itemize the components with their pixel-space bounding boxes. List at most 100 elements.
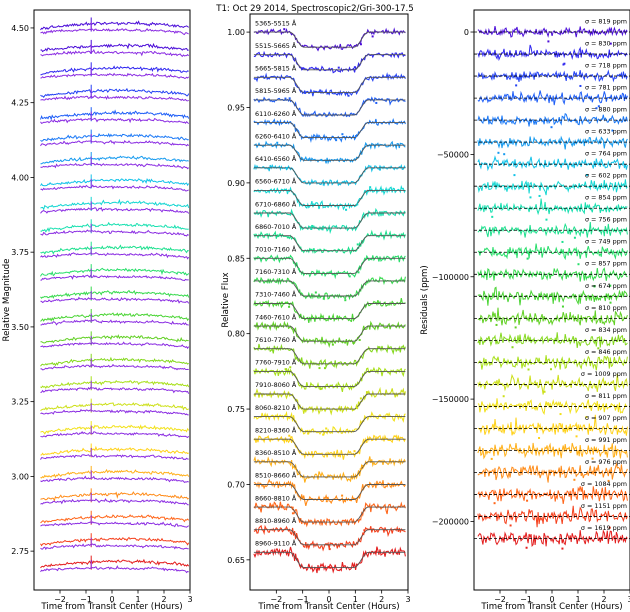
target-light-curve bbox=[40, 65, 189, 76]
sigma-label: σ = 674 ppm bbox=[585, 282, 627, 290]
comparison-light-curve bbox=[40, 408, 189, 416]
flux-outlier-point bbox=[359, 397, 362, 400]
sigma-label: σ = 880 ppm bbox=[585, 106, 627, 114]
residual-outlier-point bbox=[611, 129, 614, 132]
residual-outlier-point bbox=[491, 215, 494, 218]
residual-outlier-point bbox=[547, 40, 550, 43]
residual-outlier-point bbox=[543, 390, 546, 393]
sigma-label: σ = 602 ppm bbox=[585, 172, 627, 180]
wavelength-bin-label: 7760-7910 Å bbox=[255, 358, 297, 367]
residual-series bbox=[477, 267, 628, 282]
flux-outlier-point bbox=[314, 291, 317, 294]
residual-outlier-point bbox=[490, 457, 493, 460]
flux-data-series bbox=[253, 229, 406, 255]
wavelength-bin-label: 8060-8210 Å bbox=[255, 403, 297, 412]
wavelength-bin-label: 6260-6410 Å bbox=[255, 131, 297, 140]
flux-data-series bbox=[253, 185, 406, 211]
left-xlabel: Time from Transit Center (Hours) bbox=[40, 602, 182, 612]
target-light-curve bbox=[40, 289, 190, 299]
residual-outlier-point bbox=[509, 524, 512, 527]
target-light-curve bbox=[40, 514, 190, 524]
middle-axis-ticks: −2 −1 0 1 2 3 0.65 0.70 0.75 0.80 0.85 0.90 0.95 1.00 bbox=[227, 28, 410, 604]
middle-xtick-label: 1 bbox=[353, 595, 358, 604]
left-axis-ticks: −2 −1 0 1 2 3 2.75 3.00 3.25 3.50 3.75 4.00 4.25 4.50 bbox=[11, 24, 192, 604]
transit-model-line bbox=[253, 99, 406, 116]
right-xtick-label: 1 bbox=[575, 595, 580, 604]
right-xtick-label: −2 bbox=[494, 595, 506, 604]
middle-xtick-label: −2 bbox=[270, 595, 282, 604]
transit-model-line bbox=[253, 54, 406, 71]
residual-outlier-point bbox=[526, 257, 529, 260]
flux-outlier-point bbox=[375, 550, 378, 553]
wavelength-bin-label: 6860-7010 Å bbox=[255, 222, 297, 231]
middle-ytick-label: 0.80 bbox=[227, 330, 245, 339]
flux-outlier-point bbox=[321, 228, 324, 231]
comparison-light-curve bbox=[40, 363, 189, 371]
target-light-curve bbox=[40, 445, 189, 456]
residual-outlier-point bbox=[562, 63, 565, 66]
residual-series bbox=[477, 414, 628, 436]
sigma-label: σ = 991 ppm bbox=[585, 436, 627, 444]
target-light-curve bbox=[40, 198, 190, 211]
flux-outlier-point bbox=[291, 506, 294, 509]
flux-outlier-point bbox=[322, 183, 325, 186]
comparison-light-curve bbox=[40, 94, 189, 102]
target-light-curve bbox=[40, 221, 189, 233]
flux-outlier-point bbox=[337, 66, 340, 69]
comparison-light-curve bbox=[40, 139, 190, 147]
middle-ylabel: Relative Flux bbox=[221, 272, 231, 327]
flux-outlier-point bbox=[285, 301, 288, 304]
comparison-light-curve bbox=[40, 72, 190, 79]
residual-outlier-point bbox=[575, 435, 578, 438]
middle-xtick-label: 2 bbox=[379, 595, 384, 604]
flux-outlier-point bbox=[282, 506, 285, 509]
comparison-light-curve bbox=[40, 319, 189, 326]
flux-outlier-point bbox=[325, 427, 328, 430]
flux-outlier-point bbox=[341, 494, 344, 497]
panel-right: σ = 819 ppm σ = 830 ppm σ = 718 ppm σ = 781… bbox=[420, 9, 630, 612]
residual-series bbox=[477, 243, 628, 261]
residual-outlier-point bbox=[585, 174, 588, 177]
flux-outlier-point bbox=[355, 135, 358, 138]
residual-series bbox=[477, 179, 628, 196]
left-ytick-label: 3.25 bbox=[11, 398, 29, 407]
right-xtick-label: 0 bbox=[549, 595, 554, 604]
residual-series bbox=[477, 44, 628, 62]
residual-outlier-point bbox=[495, 323, 498, 326]
right-ytick-label: 0 bbox=[464, 28, 469, 37]
residual-outlier-point bbox=[573, 236, 576, 239]
residual-outlier-point bbox=[577, 263, 580, 266]
wavelength-bin-label: 8510-8660 Å bbox=[255, 471, 297, 480]
flux-outlier-point bbox=[326, 496, 329, 499]
residual-outlier-point bbox=[545, 218, 548, 221]
residual-outlier-point bbox=[493, 502, 496, 505]
residual-outlier-point bbox=[503, 153, 506, 156]
flux-outlier-point bbox=[378, 168, 381, 171]
transit-model-line bbox=[253, 257, 406, 274]
residual-series bbox=[477, 113, 628, 127]
flux-outlier-point bbox=[375, 101, 378, 104]
left-ytick-label: 2.75 bbox=[11, 547, 29, 556]
sigma-label: σ = 764 ppm bbox=[585, 150, 627, 158]
transit-model-line bbox=[253, 144, 406, 161]
target-light-curve bbox=[40, 87, 190, 99]
left-xtick-label: 2 bbox=[161, 595, 166, 604]
flux-outlier-point bbox=[348, 275, 351, 278]
flux-data-series bbox=[253, 455, 406, 483]
target-light-curve bbox=[40, 132, 189, 142]
sigma-label: σ = 1084 ppm bbox=[581, 480, 627, 488]
left-xtick-label: −2 bbox=[54, 595, 66, 604]
comparison-light-curve bbox=[40, 251, 190, 260]
residual-outlier-point bbox=[538, 194, 541, 197]
transit-model-line bbox=[253, 484, 406, 500]
comparison-light-curve bbox=[40, 497, 189, 506]
sigma-label: σ = 1619 ppm bbox=[581, 524, 627, 532]
residual-outlier-point bbox=[550, 126, 553, 129]
sigma-label: σ = 830 ppm bbox=[585, 39, 627, 47]
sigma-label: σ = 781 ppm bbox=[585, 84, 627, 92]
transit-model-line bbox=[253, 529, 406, 546]
wavelength-bin-label: 5665-5815 Å bbox=[255, 64, 297, 73]
left-plot-area bbox=[40, 17, 190, 574]
flux-outlier-point bbox=[307, 158, 310, 161]
